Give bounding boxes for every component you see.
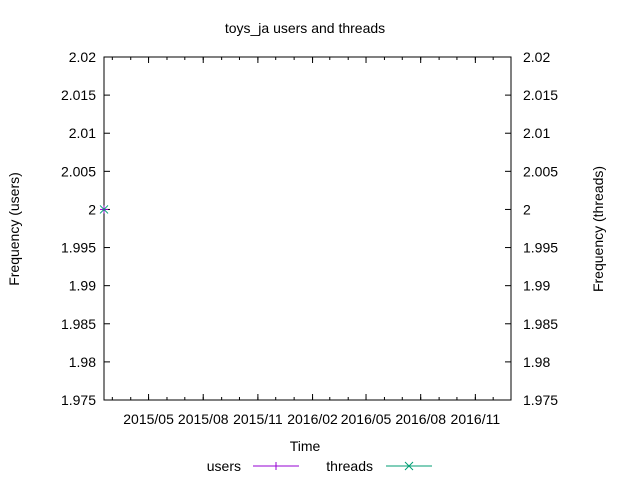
legend-entry-threads: threads: [326, 458, 432, 474]
y-tick-label-left: 1.975: [61, 392, 96, 408]
x-ticks: 2015/05 2015/08 2015/11 2016/02 2016/05 2016/…: [111, 57, 501, 427]
y-tick-label-left: 1.98: [69, 354, 96, 370]
y-tick-label-right: 1.99: [523, 278, 550, 294]
y-tick-label-left: 2.005: [61, 163, 96, 179]
x-tick-label: 2016/11: [451, 411, 501, 427]
x-tick-label: 2016/02: [287, 411, 338, 427]
y-tick-label-left: 1.995: [61, 240, 96, 256]
data-point-threads: [99, 205, 109, 214]
x-axis-label: Time: [290, 438, 321, 454]
y-tick-label-right: 1.98: [523, 354, 550, 370]
y-tick-label-left: 2.02: [69, 49, 96, 65]
legend-marker: [404, 461, 414, 471]
x-tick-label: 2015/05: [123, 411, 174, 427]
y-tick-label-right: 2.015: [523, 87, 558, 103]
x-tick-label: 2016/05: [341, 411, 392, 427]
y-axis-label-right: Frequency (threads): [590, 166, 606, 292]
x-tick-label: 2015/11: [233, 411, 283, 427]
y-tick-label-right: 1.995: [523, 240, 558, 256]
legend-label: users: [207, 458, 241, 474]
y-axis-label-left: Frequency (users): [6, 172, 22, 286]
y-tick-label-left: 2: [88, 201, 96, 217]
legend: users threads: [207, 458, 432, 474]
y-tick-label-left: 2.015: [61, 87, 96, 103]
plot-frame: [103, 56, 512, 401]
legend-marker: [272, 462, 280, 470]
x-tick-label: 2015/08: [178, 411, 229, 427]
legend-label: threads: [326, 458, 373, 474]
y-ticks: 1.975 1.975 1.98 1.98 1.985 1.985 1.99 1.99 1.99…: [61, 49, 558, 408]
y-tick-label-right: 2.005: [523, 163, 558, 179]
series-marks: [99, 205, 109, 214]
x-tick-label: 2016/08: [395, 411, 446, 427]
y-tick-label-right: 1.985: [523, 316, 558, 332]
y-tick-label-left: 1.985: [61, 316, 96, 332]
y-tick-label-right: 1.975: [523, 392, 558, 408]
y-tick-label-right: 2: [523, 201, 531, 217]
y-tick-label-left: 2.01: [69, 125, 96, 141]
y-tick-label-right: 2.01: [523, 125, 550, 141]
y-tick-label-left: 1.99: [69, 278, 96, 294]
chart-title: toys_ja users and threads: [225, 20, 385, 36]
legend-entry-users: users: [207, 458, 299, 474]
y-tick-label-right: 2.02: [523, 49, 550, 65]
